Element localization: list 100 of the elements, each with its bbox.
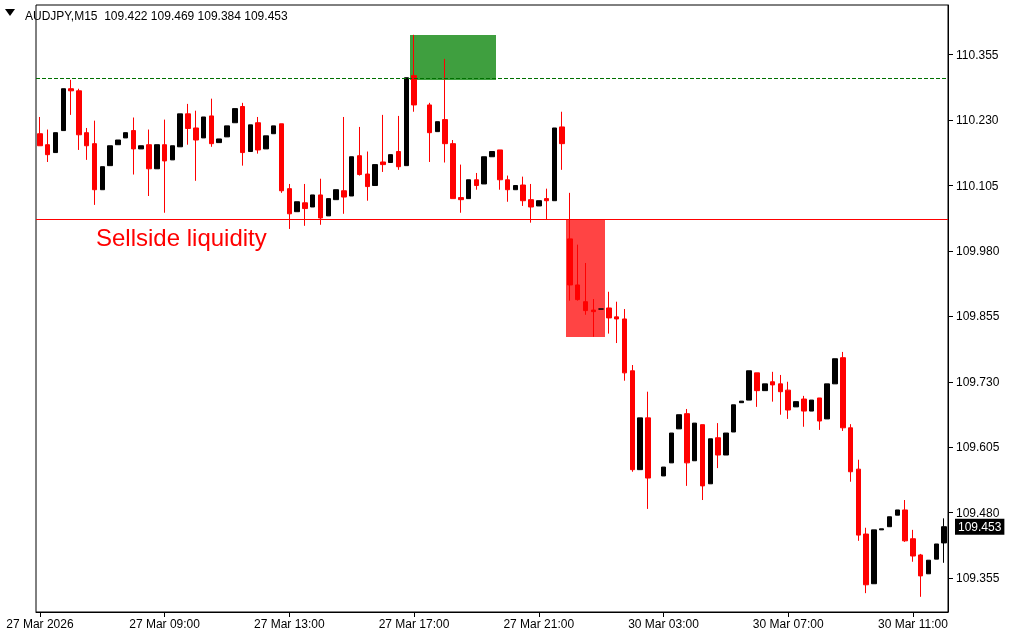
y-tick-label: 109.980 xyxy=(956,243,1000,258)
y-tick-label: 109.605 xyxy=(956,440,1000,455)
candlestick xyxy=(754,372,760,408)
candlestick xyxy=(427,102,432,163)
candlestick xyxy=(481,156,487,185)
candlestick xyxy=(458,164,464,214)
candlestick xyxy=(637,417,643,471)
candlestick xyxy=(505,175,510,203)
candlestick xyxy=(216,138,222,144)
candlestick xyxy=(926,559,931,575)
candlestick xyxy=(100,166,105,191)
y-tick-label: 110.230 xyxy=(956,113,999,128)
candlestick xyxy=(832,358,838,385)
candlestick xyxy=(559,111,565,171)
candlestick xyxy=(669,432,674,464)
candlestick xyxy=(661,466,666,477)
candlestick xyxy=(61,88,66,132)
y-tick-label: 109.730 xyxy=(956,374,1000,389)
candlestick xyxy=(715,422,721,469)
candlestick xyxy=(614,301,619,344)
candlestick xyxy=(762,383,768,392)
candlestick xyxy=(154,144,160,170)
candlestick xyxy=(240,102,245,167)
candlestick xyxy=(209,98,214,148)
ref-line-label: Sellside liquidity xyxy=(96,224,267,252)
candlestick xyxy=(918,553,923,598)
x-tick-label: 30 Mar 11:00 xyxy=(878,617,949,631)
candlestick xyxy=(840,351,846,432)
x-tick-label: 27 Mar 09:00 xyxy=(129,617,201,631)
candlestick xyxy=(138,145,144,150)
x-tick-label: 30 Mar 03:00 xyxy=(628,617,700,631)
candlestick xyxy=(910,529,916,563)
candlestick xyxy=(591,298,596,338)
candlestick xyxy=(84,127,89,161)
candlestick xyxy=(606,291,612,335)
candlestick xyxy=(497,149,503,191)
candlestick xyxy=(131,117,136,176)
candlestick xyxy=(349,156,354,197)
y-tick-label: 110.105 xyxy=(956,178,999,193)
candlestick xyxy=(357,126,362,177)
candlestick xyxy=(380,114,386,173)
x-tick-label: 30 Mar 07:00 xyxy=(752,617,824,631)
candlestick xyxy=(396,115,401,171)
candlestick xyxy=(123,132,128,139)
candlestick xyxy=(622,308,627,382)
candlestick xyxy=(676,414,682,430)
candlestick xyxy=(224,125,230,138)
candlestick xyxy=(115,139,121,146)
candlestick xyxy=(404,77,409,167)
candlestick xyxy=(856,459,861,542)
y-tick-label: 109.855 xyxy=(956,309,1000,324)
candlestick xyxy=(902,499,908,543)
candlestick xyxy=(785,381,791,420)
candlestick xyxy=(232,108,238,124)
candlestick xyxy=(107,145,113,167)
candlestick xyxy=(645,391,651,510)
y-tick-label: 109.355 xyxy=(956,570,1000,585)
candlestick xyxy=(552,127,557,202)
candlestick xyxy=(879,528,884,531)
candlestick xyxy=(817,397,822,431)
y-tick-label: 109.480 xyxy=(956,505,1000,520)
candlestick xyxy=(341,116,347,215)
candlestick xyxy=(692,422,697,462)
candlestick xyxy=(700,424,705,501)
candlestick xyxy=(746,370,752,401)
candlestick xyxy=(520,176,526,207)
candlestick xyxy=(723,432,729,456)
candlestick xyxy=(146,129,152,197)
candlestick xyxy=(92,120,97,206)
candlestick xyxy=(185,103,191,146)
candlestick xyxy=(333,189,339,201)
candlestick xyxy=(271,125,276,135)
candlestick xyxy=(474,172,479,191)
candlestick xyxy=(193,110,199,182)
candlestick xyxy=(583,262,588,316)
candlestick xyxy=(248,124,253,153)
candlestick xyxy=(45,129,50,163)
candlestick xyxy=(887,516,892,528)
candlestick xyxy=(489,151,495,158)
candlestick xyxy=(824,383,830,420)
candlestick xyxy=(684,408,690,487)
candlestick xyxy=(739,400,744,404)
candlestick xyxy=(76,88,82,151)
candlestick xyxy=(466,179,471,200)
candlestick xyxy=(871,529,877,585)
x-tick-label: 27 Mar 13:00 xyxy=(253,617,326,631)
candlestick xyxy=(536,200,542,207)
candlestick xyxy=(255,116,261,155)
candlestick xyxy=(310,194,315,208)
candlestick xyxy=(513,185,518,191)
candlestick xyxy=(450,139,456,200)
candlestick xyxy=(177,113,183,148)
candlestick xyxy=(575,244,580,302)
candlestick xyxy=(731,404,736,433)
text: 109.453 xyxy=(958,519,1002,534)
candlestick xyxy=(435,121,440,133)
candlestick xyxy=(708,438,713,485)
candlestick xyxy=(863,527,869,594)
candlestick xyxy=(895,509,900,516)
candlestick xyxy=(809,399,814,412)
